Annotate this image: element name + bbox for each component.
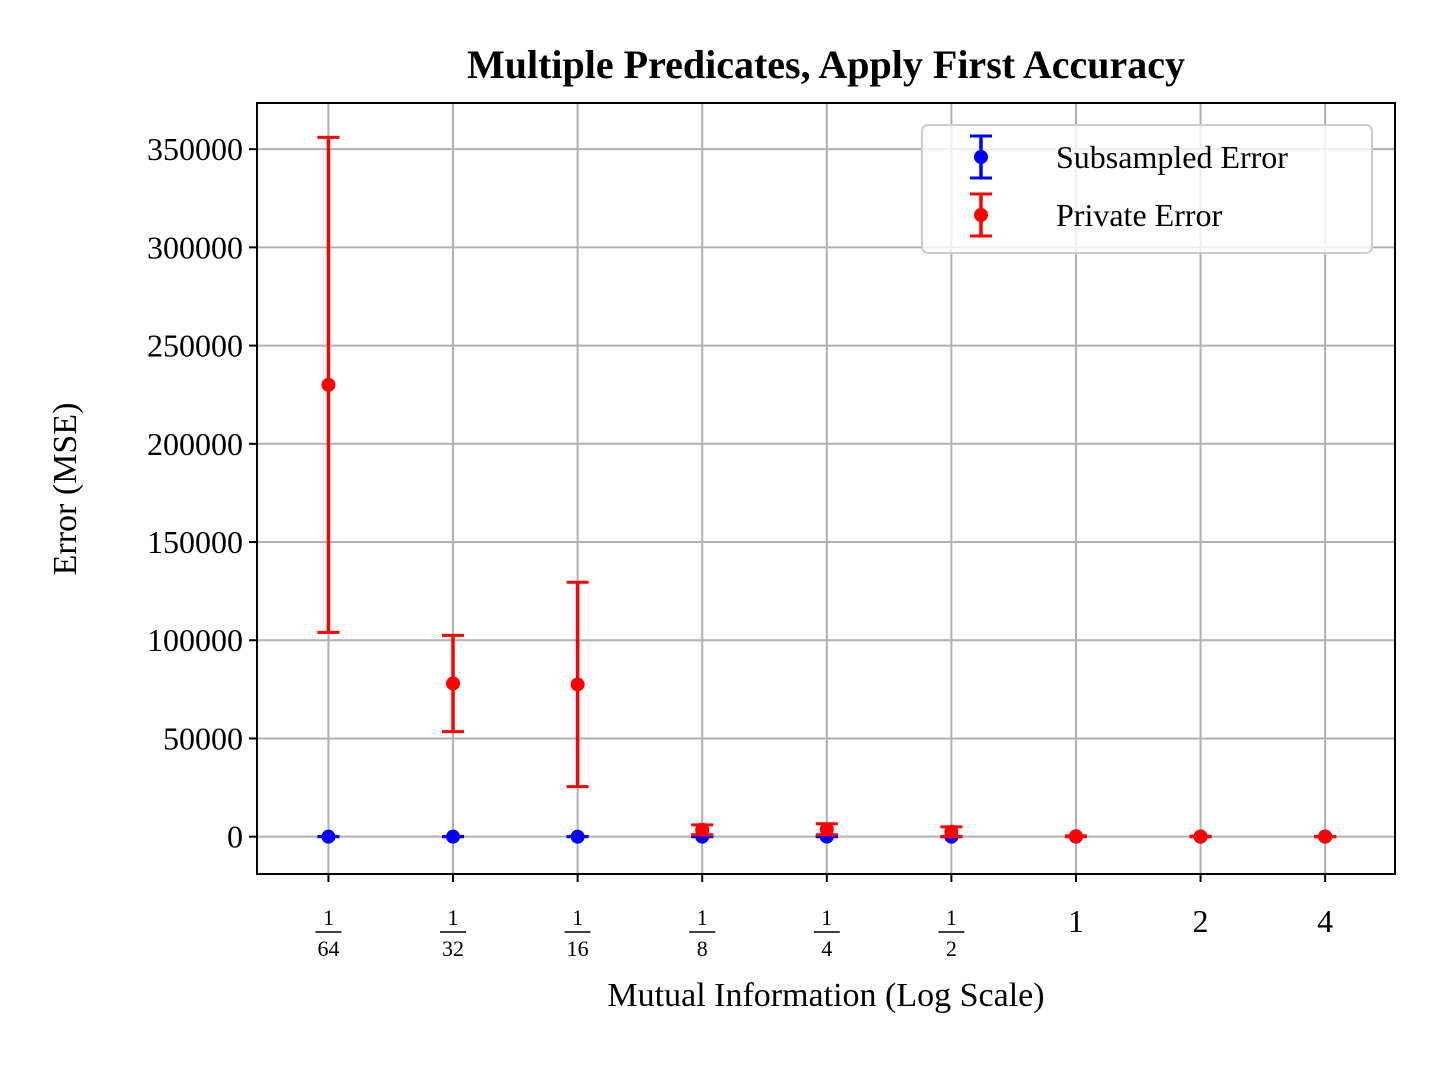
x-axis-ticks: 1 64 1 32 1 16 1 8 1 4 1 2 1 2 4 xyxy=(315,874,1333,961)
x-tick-label-denominator: 4 xyxy=(821,936,832,961)
y-axis-ticks: 0 50000 100000 150000 200000 250000 300000 3500… xyxy=(147,131,257,855)
data-point xyxy=(1318,829,1333,844)
data-point xyxy=(695,822,710,837)
legend-marker-dot xyxy=(974,150,988,164)
x-tick-label-denominator: 8 xyxy=(697,936,708,961)
y-tick-label: 150000 xyxy=(147,524,243,560)
x-axis-label: Mutual Information (Log Scale) xyxy=(607,977,1044,1014)
data-point xyxy=(446,676,461,691)
data-point xyxy=(321,829,336,844)
x-tick-label: 2 xyxy=(1193,903,1209,939)
x-tick-label-numerator: 1 xyxy=(323,905,334,930)
x-tick-label-denominator: 64 xyxy=(317,936,339,961)
y-tick-label: 0 xyxy=(227,819,243,855)
y-tick-label: 50000 xyxy=(163,720,243,756)
x-tick-label: 4 xyxy=(1317,903,1333,939)
y-tick-label: 200000 xyxy=(147,426,243,462)
x-tick-label-denominator: 32 xyxy=(442,936,464,961)
x-tick-label-denominator: 16 xyxy=(567,936,589,961)
data-point xyxy=(321,377,336,392)
x-tick-label-numerator: 1 xyxy=(572,905,583,930)
x-tick-label-numerator: 1 xyxy=(946,905,957,930)
y-tick-label: 350000 xyxy=(147,131,243,167)
data-point xyxy=(446,829,461,844)
legend-label: Private Error xyxy=(1056,197,1223,233)
legend: Subsampled Error Private Error xyxy=(921,124,1373,254)
y-axis-label: Error (MSE) xyxy=(47,403,84,576)
x-tick-label-numerator: 1 xyxy=(697,905,708,930)
data-point xyxy=(570,677,585,692)
x-tick-label-numerator: 1 xyxy=(448,905,459,930)
legend-box xyxy=(921,124,1373,254)
x-tick-label-numerator: 1 xyxy=(821,905,832,930)
series-1 xyxy=(317,135,1337,844)
y-tick-label: 100000 xyxy=(147,622,243,658)
chart-title: Multiple Predicates, Apply First Accurac… xyxy=(467,42,1185,87)
x-tick-label: 1 xyxy=(1068,903,1084,939)
data-point xyxy=(1193,829,1208,844)
x-tick-label-denominator: 2 xyxy=(946,936,957,961)
y-tick-label: 250000 xyxy=(147,328,243,364)
data-point xyxy=(944,824,959,839)
data-point xyxy=(819,822,834,837)
data-point xyxy=(1068,829,1083,844)
legend-label: Subsampled Error xyxy=(1056,139,1288,175)
data-point xyxy=(570,829,585,844)
legend-items: Subsampled Error Private Error xyxy=(970,134,1288,238)
legend-marker-dot xyxy=(974,208,988,222)
y-tick-label: 300000 xyxy=(147,229,243,265)
series-layer xyxy=(317,135,1337,844)
